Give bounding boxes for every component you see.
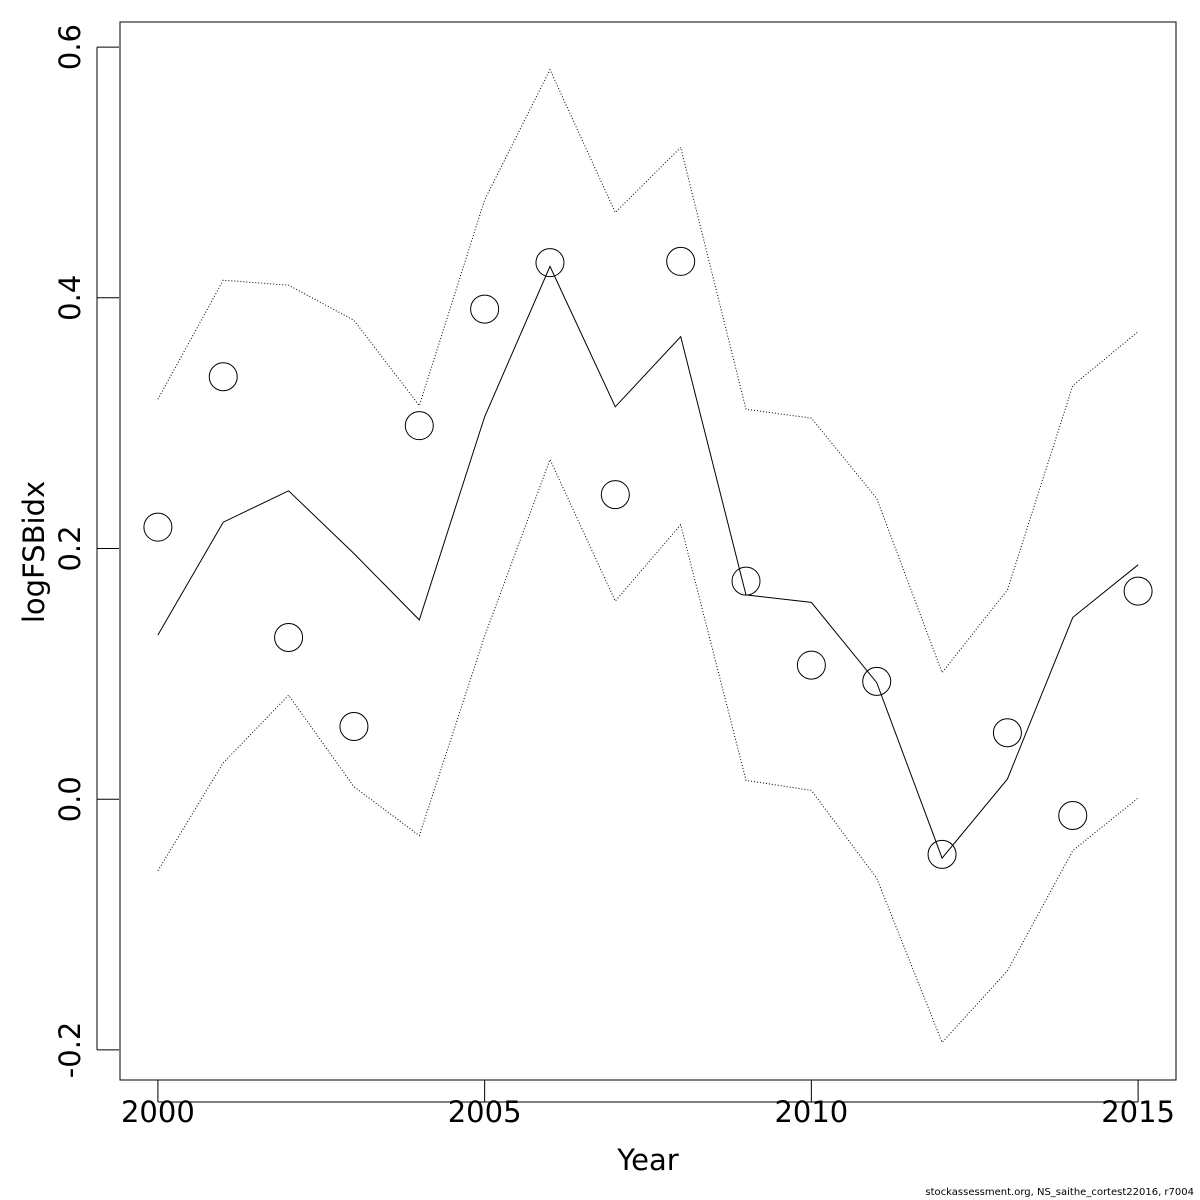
fitted-line [157,265,1139,860]
data-point [1058,801,1088,830]
y-axis: -0.2 0.0 0.2 0.4 0.6 [53,24,119,1078]
x-tick-label: 2005 [448,1095,522,1129]
data-point [927,839,957,869]
footer-note: stockassessment.org, NS_saithe_cortest22… [925,1187,1194,1198]
data-point [796,650,826,680]
data-point [208,362,238,392]
y-tick-label: 0.0 [53,776,87,822]
x-axis: 2000 2005 2010 2015 [121,1080,1175,1129]
data-point [339,711,369,741]
confidence-bound-line [157,458,1139,1044]
data-point [992,718,1022,748]
x-tick-label: 2015 [1101,1095,1175,1129]
data-point [1123,576,1153,606]
y-tick-label: -0.2 [53,1022,87,1079]
data-point [274,622,304,652]
x-tick-label: 2010 [774,1095,848,1129]
data-point [666,246,696,276]
data-point [535,248,565,278]
data-point [143,512,173,542]
y-tick-label: 0.6 [53,24,87,70]
data-point [404,411,434,441]
x-tick-label: 2000 [121,1095,195,1129]
data-point [862,666,892,696]
y-tick-label: 0.4 [53,275,87,321]
data-point [470,294,500,324]
data-point [731,566,761,596]
data-point [600,480,630,510]
x-axis-title: Year [616,1143,678,1177]
y-axis-title: logFSBidx [17,481,51,623]
y-tick-label: 0.2 [53,525,87,571]
series-layer [143,68,1153,1044]
plot-frame [119,21,1177,1081]
